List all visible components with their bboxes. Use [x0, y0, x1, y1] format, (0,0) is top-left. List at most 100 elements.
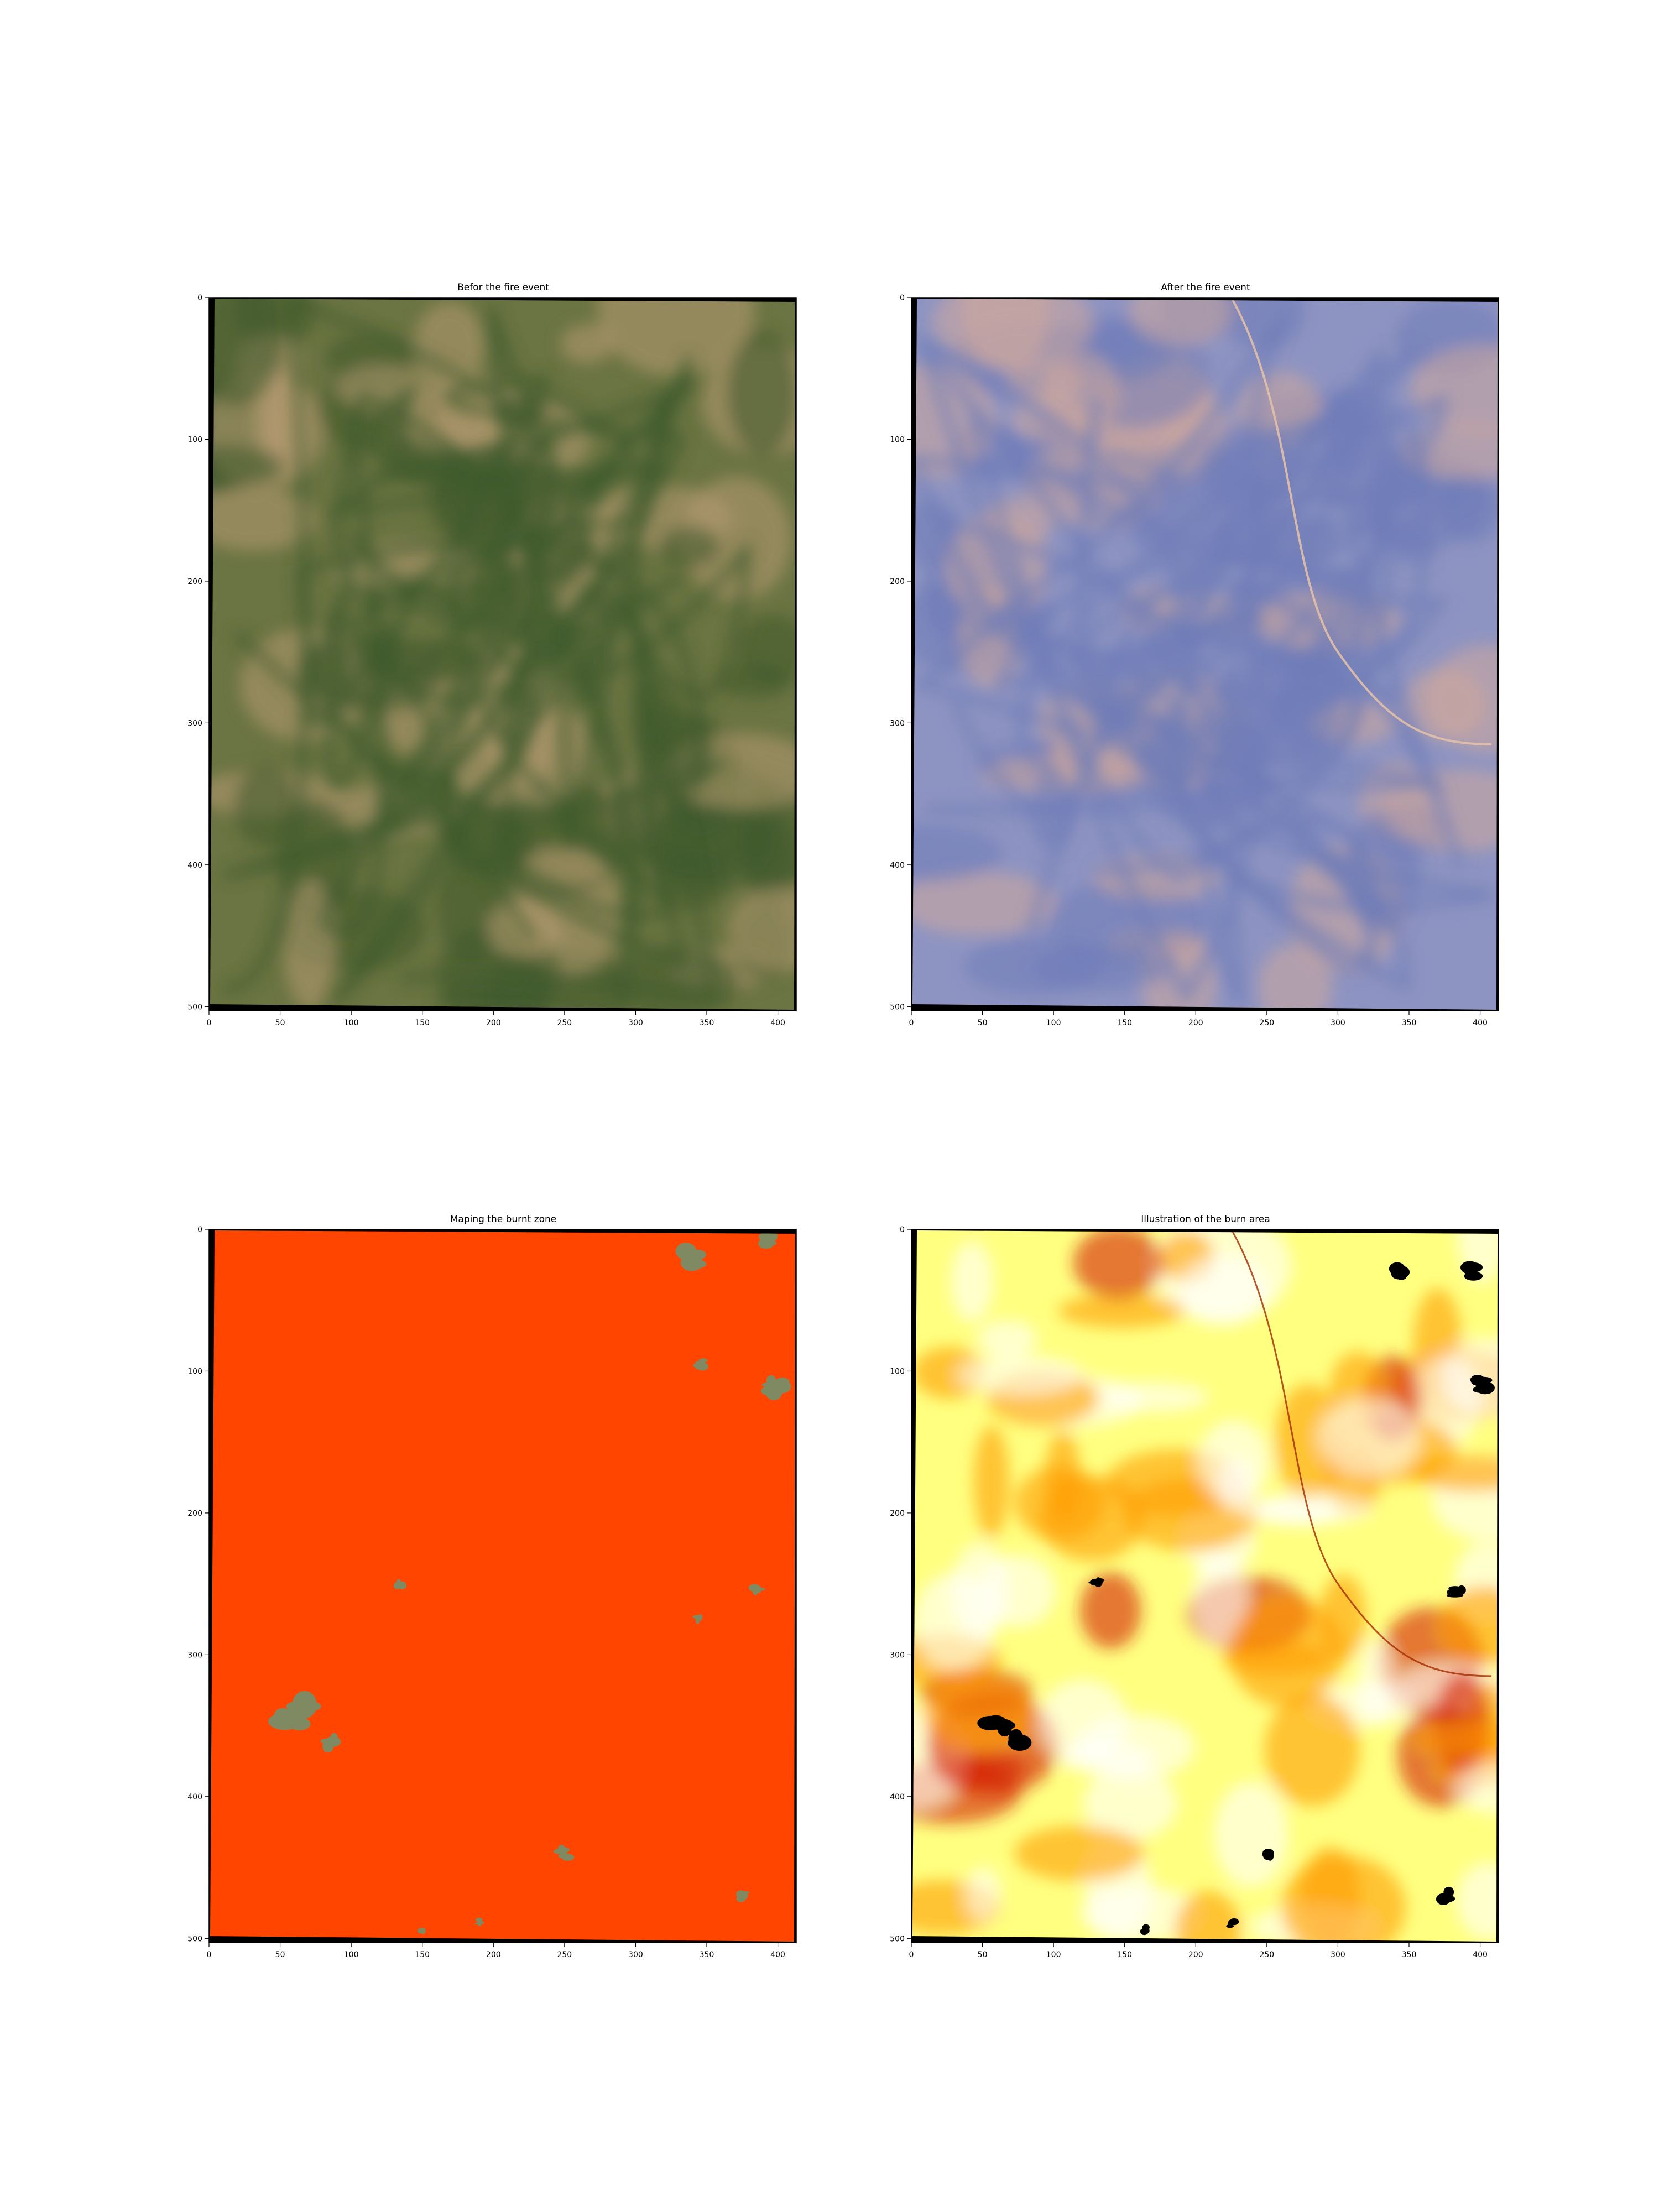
channel	[223, 387, 637, 879]
y-tick-label: 400	[890, 1793, 905, 1802]
chart-before-fire: 0 50 100 150 200 250 300 350 400 0 100 200 300 400 500	[187, 294, 797, 1027]
x-tick-label: 100	[1046, 1950, 1061, 1959]
texture-patch	[1218, 299, 1306, 349]
x-tick-label: 150	[1117, 1950, 1132, 1959]
unburnt-patch	[765, 1240, 777, 1246]
x-tick-label: 0	[207, 1019, 212, 1027]
high-severity-spot	[1226, 1924, 1234, 1928]
high-severity-spot	[1390, 1265, 1410, 1279]
x-tick-label: 350	[700, 1950, 714, 1959]
chart-title: Maping the burnt zone	[450, 1214, 557, 1225]
texture-patch	[1425, 644, 1498, 753]
unburnt-patch	[558, 1854, 565, 1859]
severity-patch	[1073, 1230, 1164, 1300]
x-tick-label: 400	[1473, 1950, 1488, 1959]
y-tick-label: 500	[187, 1003, 202, 1011]
severity-patch	[1040, 1475, 1144, 1562]
y-tick-label: 200	[890, 577, 905, 586]
y-tick-label: 300	[890, 1651, 905, 1660]
y-tick-label: 300	[187, 1651, 202, 1660]
unburnt-patch	[697, 1362, 706, 1368]
high-severity-spot	[1446, 1593, 1464, 1598]
severity-patch	[913, 1573, 996, 1670]
severity-patch	[1175, 1891, 1241, 1942]
y-tick-label: 300	[890, 719, 905, 728]
x-tick-label: 200	[1188, 1950, 1203, 1959]
axes-frame	[911, 1229, 1499, 1943]
texture-patch	[1401, 424, 1498, 480]
channel	[930, 353, 1450, 1004]
x-tick-label: 250	[1259, 1950, 1274, 1959]
y-tick-label: 0	[900, 294, 905, 302]
x-tick-label: 200	[486, 1950, 501, 1959]
texture-patch	[1381, 769, 1498, 852]
x-tick-label: 300	[1331, 1950, 1345, 1959]
severity-patch	[1413, 1723, 1498, 1758]
y-tick-label: 400	[890, 861, 905, 870]
y-tick-label: 0	[197, 1225, 202, 1234]
x-tick-label: 50	[978, 1950, 988, 1959]
high-severity-spot	[1457, 1585, 1466, 1595]
severity-patch	[1214, 1781, 1289, 1888]
unburnt-patch	[760, 1385, 782, 1396]
severity-patch	[1192, 1552, 1248, 1645]
severity-patch	[1439, 1586, 1498, 1666]
severity-patch	[1229, 1596, 1344, 1707]
panel-burnt-zone: Maping the burnt zone 0 50 100 150 200 250 300…	[0, 1214, 797, 1988]
texture-patch	[718, 663, 791, 698]
severity-patch	[1080, 1885, 1197, 1942]
panel-before-fire: Befor the fire event 0 50 100 150 200 250 300 3…	[0, 282, 797, 1056]
texture-patch	[727, 330, 795, 457]
y-tick-label: 100	[890, 435, 905, 444]
severity-patch	[973, 1425, 1009, 1538]
severity-patch	[1176, 1255, 1269, 1327]
texture-patch	[912, 871, 1057, 936]
x-tick-label: 150	[415, 1950, 430, 1959]
x-tick-label: 150	[1117, 1019, 1132, 1027]
x-tick-label: 250	[557, 1950, 572, 1959]
x-tick-label: 400	[770, 1950, 785, 1959]
x-tick-label: 150	[415, 1019, 430, 1027]
texture-patch	[1004, 361, 1086, 401]
unburnt-patch	[692, 1615, 702, 1619]
severity-patch	[1456, 1862, 1498, 1939]
channel	[233, 427, 728, 920]
drainage-channels	[223, 299, 751, 1004]
unburnt-patch	[752, 1585, 761, 1593]
x-tick-label: 200	[486, 1019, 501, 1027]
channel	[332, 355, 719, 1004]
high-severity-spot	[1228, 1921, 1233, 1926]
severity-patch	[966, 1866, 1001, 1921]
panel-after-fire: After the fire event 0 50 100 150 200 250 300 3…	[702, 282, 1499, 1056]
severity-patch	[1039, 1679, 1128, 1763]
y-tick-label: 200	[890, 1509, 905, 1518]
x-tick-label: 0	[207, 1950, 212, 1959]
severity-patch	[958, 1355, 1083, 1395]
x-tick-label: 100	[344, 1019, 359, 1027]
x-tick-label: 100	[344, 1950, 359, 1959]
drainage-channels	[912, 310, 1494, 1005]
severity-patch	[1014, 1825, 1144, 1881]
y-tick-label: 300	[187, 719, 202, 728]
unburnt-patch	[474, 1922, 483, 1925]
image-content	[912, 1230, 1498, 1942]
severity-patch	[1264, 1694, 1360, 1807]
chart-burnt-zone: 0 50 100 150 200 250 300 350 400 0 100 200 300 400 500	[187, 1225, 797, 1959]
y-tick-label: 0	[197, 294, 202, 302]
severity-patch	[1457, 1230, 1498, 1284]
unburnt-patch	[760, 1231, 770, 1242]
severity-patch	[1079, 1572, 1141, 1649]
chart-title: Befor the fire event	[457, 282, 549, 293]
texture-patch	[283, 879, 336, 1010]
y-tick-label: 500	[187, 1934, 202, 1943]
x-tick-label: 300	[628, 1019, 643, 1027]
texture-patch	[210, 487, 318, 551]
high-severity-spot	[1140, 1928, 1149, 1934]
high-severity-spot	[1263, 1851, 1272, 1860]
unburnt-patch	[292, 1691, 317, 1719]
chart-after-fire: 0 50 100 150 200 250 300 350 400 0 100 200 300 400 500	[890, 294, 1499, 1027]
severity-patch	[977, 1320, 1038, 1358]
y-tick-label: 100	[187, 1367, 202, 1376]
image-content	[912, 299, 1498, 1010]
unburnt-patch	[398, 1581, 406, 1590]
